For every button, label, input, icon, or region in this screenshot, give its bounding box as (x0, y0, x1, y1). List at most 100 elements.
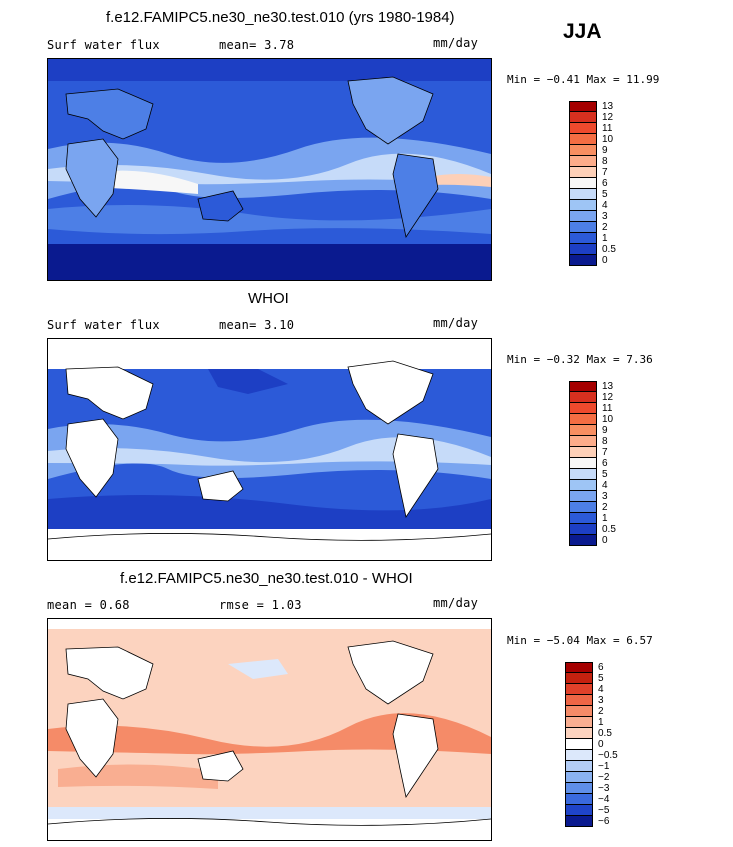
panel3-mean-label: mean = 0.68 (47, 598, 130, 612)
colorbar-tick-label: 12 (602, 392, 614, 403)
colorbar-tick-label: 2 (598, 706, 604, 717)
colorbar-swatch (565, 695, 593, 706)
colorbar-tick-label: −3 (598, 783, 610, 794)
panel3-rmse-label: rmse = 1.03 (219, 598, 302, 612)
panel1-title: f.e12.FAMIPC5.ne30_ne30.test.010 (yrs 19… (106, 9, 455, 26)
panel2-colorbar: 13 12 11 10 9 8 7 6 5 4 3 2 1 0.5 0 (569, 381, 629, 549)
colorbar-tick-label: −1 (598, 761, 610, 772)
panel2-title: WHOI (248, 290, 289, 307)
panel1-units-label: mm/day (433, 36, 479, 50)
colorbar-swatch (569, 189, 597, 200)
colorbar-swatch (569, 255, 597, 266)
colorbar-swatch (569, 222, 597, 233)
colorbar-tick-label: 7 (602, 447, 608, 458)
colorbar-swatch (565, 783, 593, 794)
panel2-variable-label: Surf water flux (47, 318, 160, 332)
panel2-units-label: mm/day (433, 316, 479, 330)
colorbar-tick-label: 4 (602, 480, 608, 491)
colorbar-swatch (569, 447, 597, 458)
colorbar-swatch (569, 123, 597, 134)
colorbar-swatch (569, 502, 597, 513)
panel2-mean-label: mean= 3.10 (219, 318, 295, 332)
panel3-colorbar: 6 5 4 3 2 1 0.5 0 −0.5 −1 −2 −3 −4 −5 −6 (565, 662, 629, 830)
colorbar-swatch (569, 233, 597, 244)
colorbar-tick-label: 0.5 (598, 728, 612, 739)
colorbar-tick-label: 9 (602, 145, 608, 156)
colorbar-swatch (569, 134, 597, 145)
colorbar-swatch (569, 145, 597, 156)
colorbar-swatch (569, 491, 597, 502)
panel1-colorbar: 13 12 11 10 9 8 7 6 5 4 3 2 1 0.5 0 (569, 101, 629, 269)
colorbar-tick-label: 6 (598, 662, 604, 673)
colorbar-swatch (565, 684, 593, 695)
colorbar-tick-label: −6 (598, 816, 610, 827)
colorbar-tick-label: 0 (602, 535, 608, 546)
colorbar-tick-label: 11 (602, 403, 613, 414)
panel2-map (47, 338, 492, 561)
colorbar-swatch (569, 535, 597, 546)
colorbar-tick-label: 1 (598, 717, 604, 728)
colorbar-tick-label: 0 (598, 739, 604, 750)
colorbar-tick-label: 1 (602, 513, 608, 524)
colorbar-swatch (565, 706, 593, 717)
colorbar-swatch (565, 673, 593, 684)
colorbar-swatch (565, 728, 593, 739)
panel3-minmax: Min = −5.04 Max = 6.57 (507, 634, 653, 647)
colorbar-tick-label: 13 (602, 381, 614, 392)
colorbar-swatch (569, 469, 597, 480)
colorbar-swatch (569, 167, 597, 178)
colorbar-tick-label: 8 (602, 436, 608, 447)
panel2-minmax: Min = −0.32 Max = 7.36 (507, 353, 653, 366)
colorbar-swatch (565, 662, 593, 673)
colorbar-tick-label: 5 (598, 673, 604, 684)
colorbar-swatch (569, 112, 597, 123)
colorbar-tick-label: 7 (602, 167, 608, 178)
colorbar-swatch (565, 750, 593, 761)
colorbar-swatch (565, 772, 593, 783)
colorbar-swatch (569, 156, 597, 167)
colorbar-tick-label: −2 (598, 772, 610, 783)
colorbar-swatch (565, 816, 593, 827)
colorbar-tick-label: 10 (602, 414, 614, 425)
colorbar-swatch (569, 524, 597, 535)
colorbar-swatch (565, 739, 593, 750)
colorbar-tick-label: 3 (598, 695, 604, 706)
colorbar-tick-label: 3 (602, 211, 608, 222)
season-label: JJA (563, 20, 602, 43)
colorbar-swatch (569, 513, 597, 524)
colorbar-swatch (569, 425, 597, 436)
colorbar-swatch (569, 244, 597, 255)
colorbar-swatch (565, 717, 593, 728)
colorbar-swatch (569, 392, 597, 403)
colorbar-swatch (569, 381, 597, 392)
colorbar-tick-label: 12 (602, 112, 614, 123)
panel1-mean-label: mean= 3.78 (219, 38, 295, 52)
colorbar-tick-label: 5 (602, 469, 608, 480)
colorbar-swatch (569, 403, 597, 414)
colorbar-swatch (569, 101, 597, 112)
colorbar-swatch (569, 436, 597, 447)
colorbar-tick-label: 10 (602, 134, 614, 145)
colorbar-tick-label: −5 (598, 805, 610, 816)
colorbar-swatch (565, 794, 593, 805)
colorbar-swatch (569, 458, 597, 469)
colorbar-swatch (569, 178, 597, 189)
colorbar-tick-label: 0.5 (602, 524, 616, 535)
colorbar-tick-label: 11 (602, 123, 613, 134)
colorbar-tick-label: 8 (602, 156, 608, 167)
colorbar-swatch (569, 211, 597, 222)
colorbar-tick-label: 9 (602, 425, 608, 436)
panel1-minmax: Min = −0.41 Max = 11.99 (507, 73, 660, 86)
colorbar-tick-label: −4 (598, 794, 610, 805)
colorbar-tick-label: 2 (602, 502, 608, 513)
colorbar-swatch (569, 200, 597, 211)
colorbar-tick-label: 5 (602, 189, 608, 200)
colorbar-tick-label: 6 (602, 458, 608, 469)
colorbar-tick-label: 3 (602, 491, 608, 502)
panel1-map (47, 58, 492, 281)
colorbar-tick-label: 0 (602, 255, 608, 266)
colorbar-tick-label: 2 (602, 222, 608, 233)
panel1-variable-label: Surf water flux (47, 38, 160, 52)
colorbar-tick-label: 4 (598, 684, 604, 695)
colorbar-swatch (569, 414, 597, 425)
